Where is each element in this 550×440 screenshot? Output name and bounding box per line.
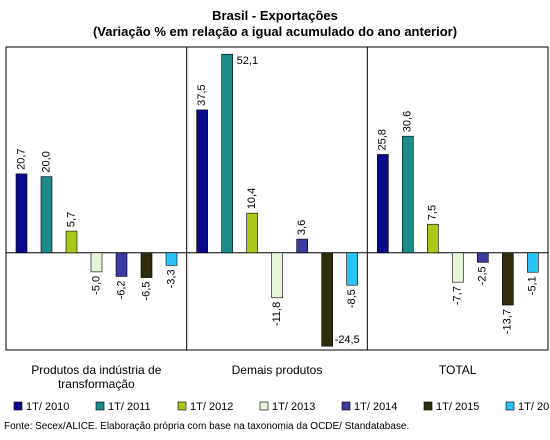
- source-note: Fonte: Secex/ALICE. Elaboração própria c…: [4, 421, 410, 432]
- bar: [246, 212, 258, 254]
- data-label: -24,5: [335, 334, 360, 346]
- legend-swatch: [341, 401, 351, 411]
- data-label: -6,2: [115, 280, 127, 299]
- bar: [321, 252, 333, 347]
- category-label: Demais produtos: [232, 363, 323, 377]
- data-label: -13,7: [502, 309, 514, 334]
- data-label: 10,4: [246, 188, 258, 209]
- data-label: 20,0: [40, 151, 52, 172]
- bar: [296, 238, 308, 254]
- legend-label: 1T/ 2011: [108, 401, 151, 413]
- bar: [90, 252, 103, 273]
- plot-frame: [5, 46, 549, 351]
- data-label: -3,3: [165, 269, 177, 288]
- data-label: 52,1: [237, 55, 258, 67]
- bar: [377, 154, 389, 254]
- bar: [165, 252, 178, 266]
- data-label: 37,5: [196, 84, 208, 105]
- bar: [346, 252, 358, 286]
- data-label: 5,7: [65, 212, 77, 227]
- data-label: 20,7: [15, 148, 27, 169]
- legend-label: 1T/ 2010: [26, 401, 69, 413]
- bar: [427, 223, 439, 254]
- data-label: -11,8: [271, 302, 283, 326]
- category-label: TOTAL: [439, 363, 477, 377]
- legend-swatch: [177, 401, 187, 411]
- bar: [115, 252, 128, 277]
- legend-swatch: [13, 401, 23, 411]
- bar: [40, 176, 53, 254]
- data-label: -7,7: [452, 286, 464, 305]
- bar: [140, 252, 153, 278]
- legend-swatch: [259, 401, 269, 411]
- bar: [402, 135, 414, 254]
- data-label: -5,1: [527, 276, 539, 295]
- legend-label: 1T/ 2015: [436, 401, 479, 413]
- bar: [15, 173, 28, 254]
- chart-title: Brasil - Exportações: [212, 8, 338, 23]
- legend-label: 1T/ 2012: [190, 401, 233, 413]
- data-label: 7,5: [427, 205, 439, 220]
- data-label: 25,8: [377, 129, 389, 150]
- chart-subtitle: (Variação % em relação a igual acumulado…: [92, 24, 458, 39]
- category-label: transformação: [58, 377, 135, 391]
- bar: [271, 252, 283, 299]
- data-label: -8,5: [346, 289, 358, 308]
- legend-swatch: [423, 401, 433, 411]
- bar: [196, 109, 208, 254]
- bar: [65, 230, 78, 254]
- legend-label: 1T/ 2013: [272, 401, 315, 413]
- data-label: 3,6: [296, 220, 308, 235]
- data-label: -6,5: [140, 282, 152, 301]
- legend-swatch: [95, 401, 105, 411]
- bar: [452, 252, 464, 283]
- data-label: 30,6: [402, 111, 414, 132]
- legend-label: 1T/ 2016: [518, 401, 550, 413]
- legend-swatch: [505, 401, 515, 411]
- bar: [221, 53, 233, 254]
- bar: [527, 252, 539, 273]
- category-label: Produtos da indústria de: [31, 363, 161, 377]
- bar: [477, 252, 489, 263]
- data-label: -2,5: [477, 266, 489, 285]
- bar: [502, 252, 514, 306]
- legend-label: 1T/ 2014: [354, 401, 397, 413]
- data-label: -5,0: [90, 276, 102, 295]
